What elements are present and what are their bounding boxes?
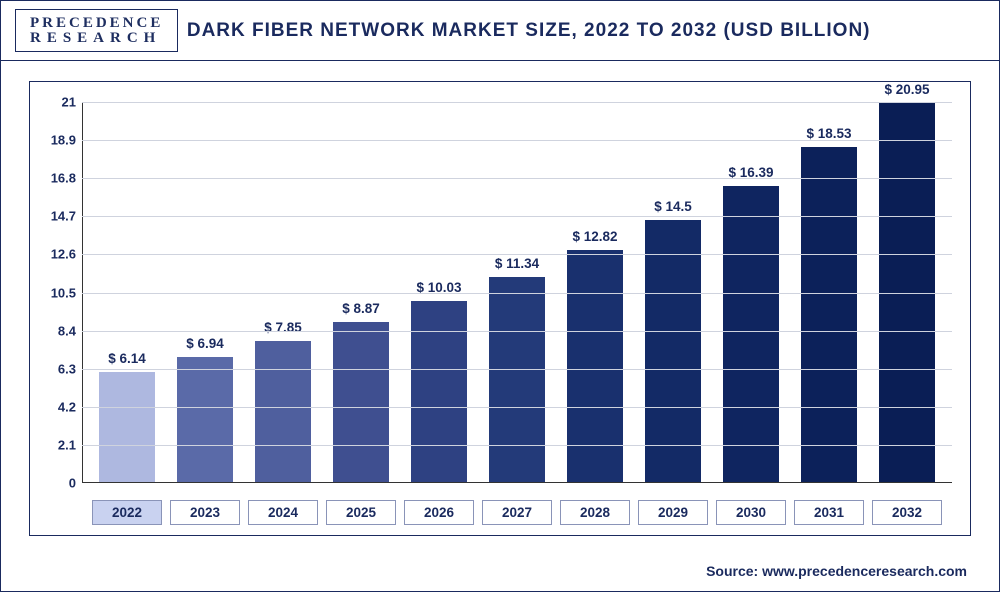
x-tick-label: 2023 <box>170 500 240 525</box>
logo-line-1: PRECEDENCE <box>30 16 163 30</box>
x-tick-label: 2024 <box>248 500 318 525</box>
grid-line <box>82 331 952 332</box>
chart-card: PRECEDENCE RESEARCH DARK FIBER NETWORK M… <box>0 0 1000 592</box>
bar: $ 16.39 <box>723 186 779 483</box>
y-tick-label: 2.1 <box>58 437 82 452</box>
x-tick-label: 2029 <box>638 500 708 525</box>
x-tick-label: 2030 <box>716 500 786 525</box>
bar: $ 7.85 <box>255 341 311 483</box>
header: PRECEDENCE RESEARCH DARK FIBER NETWORK M… <box>1 1 999 61</box>
x-tick-label: 2027 <box>482 500 552 525</box>
grid-line <box>82 102 952 103</box>
grid-line <box>82 254 952 255</box>
grid-line <box>82 140 952 141</box>
x-tick-label: 2022 <box>92 500 162 525</box>
bar-value-label: $ 12.82 <box>572 229 617 250</box>
y-tick-label: 16.8 <box>51 171 82 186</box>
grid-line <box>82 293 952 294</box>
bar-value-label: $ 20.95 <box>884 82 929 103</box>
bar: $ 6.14 <box>99 372 155 483</box>
y-tick-label: 4.2 <box>58 399 82 414</box>
bar: $ 8.87 <box>333 322 389 483</box>
bar: $ 11.34 <box>489 277 545 483</box>
x-tick-label: 2031 <box>794 500 864 525</box>
plot-area: $ 6.14$ 6.94$ 7.85$ 8.87$ 10.03$ 11.34$ … <box>82 102 952 483</box>
x-tick-label: 2032 <box>872 500 942 525</box>
y-tick-label: 18.9 <box>51 133 82 148</box>
chart-title: DARK FIBER NETWORK MARKET SIZE, 2022 TO … <box>178 20 999 42</box>
y-tick-label: 6.3 <box>58 361 82 376</box>
logo: PRECEDENCE RESEARCH <box>15 9 178 52</box>
grid-line <box>82 407 952 408</box>
bar-value-label: $ 10.03 <box>416 280 461 301</box>
x-axis-labels: 2022 2023 2024 2025 2026 2027 2028 2029 2030 2031… <box>82 500 952 525</box>
x-tick-label: 2025 <box>326 500 396 525</box>
y-tick-label: 14.7 <box>51 209 82 224</box>
y-tick-label: 12.6 <box>51 247 82 262</box>
x-tick-label: 2026 <box>404 500 474 525</box>
logo-line-2: RESEARCH <box>30 31 163 45</box>
y-tick-label: 10.5 <box>51 285 82 300</box>
source-label: Source: www.precedenceresearch.com <box>706 563 967 579</box>
grid-line <box>82 178 952 179</box>
plot-frame: $ 6.14$ 6.94$ 7.85$ 8.87$ 10.03$ 11.34$ … <box>29 81 971 536</box>
bar: $ 18.53 <box>801 147 857 483</box>
y-tick-label: 8.4 <box>58 323 82 338</box>
y-tick-label: 21 <box>62 95 82 110</box>
bar-value-label: $ 11.34 <box>495 256 539 277</box>
bar-value-label: $ 16.39 <box>728 165 773 186</box>
grid-line <box>82 369 952 370</box>
bar: $ 14.5 <box>645 220 701 483</box>
bar-value-label: $ 6.94 <box>186 336 224 357</box>
grid-line <box>82 216 952 217</box>
x-axis <box>82 482 952 483</box>
y-tick-label: 0 <box>69 476 82 491</box>
bar: $ 10.03 <box>411 301 467 483</box>
bar: $ 6.94 <box>177 357 233 483</box>
bar: $ 12.82 <box>567 250 623 483</box>
bar-value-label: $ 8.87 <box>342 301 380 322</box>
grid-line <box>82 445 952 446</box>
x-tick-label: 2028 <box>560 500 630 525</box>
bar-value-label: $ 18.53 <box>806 126 851 147</box>
